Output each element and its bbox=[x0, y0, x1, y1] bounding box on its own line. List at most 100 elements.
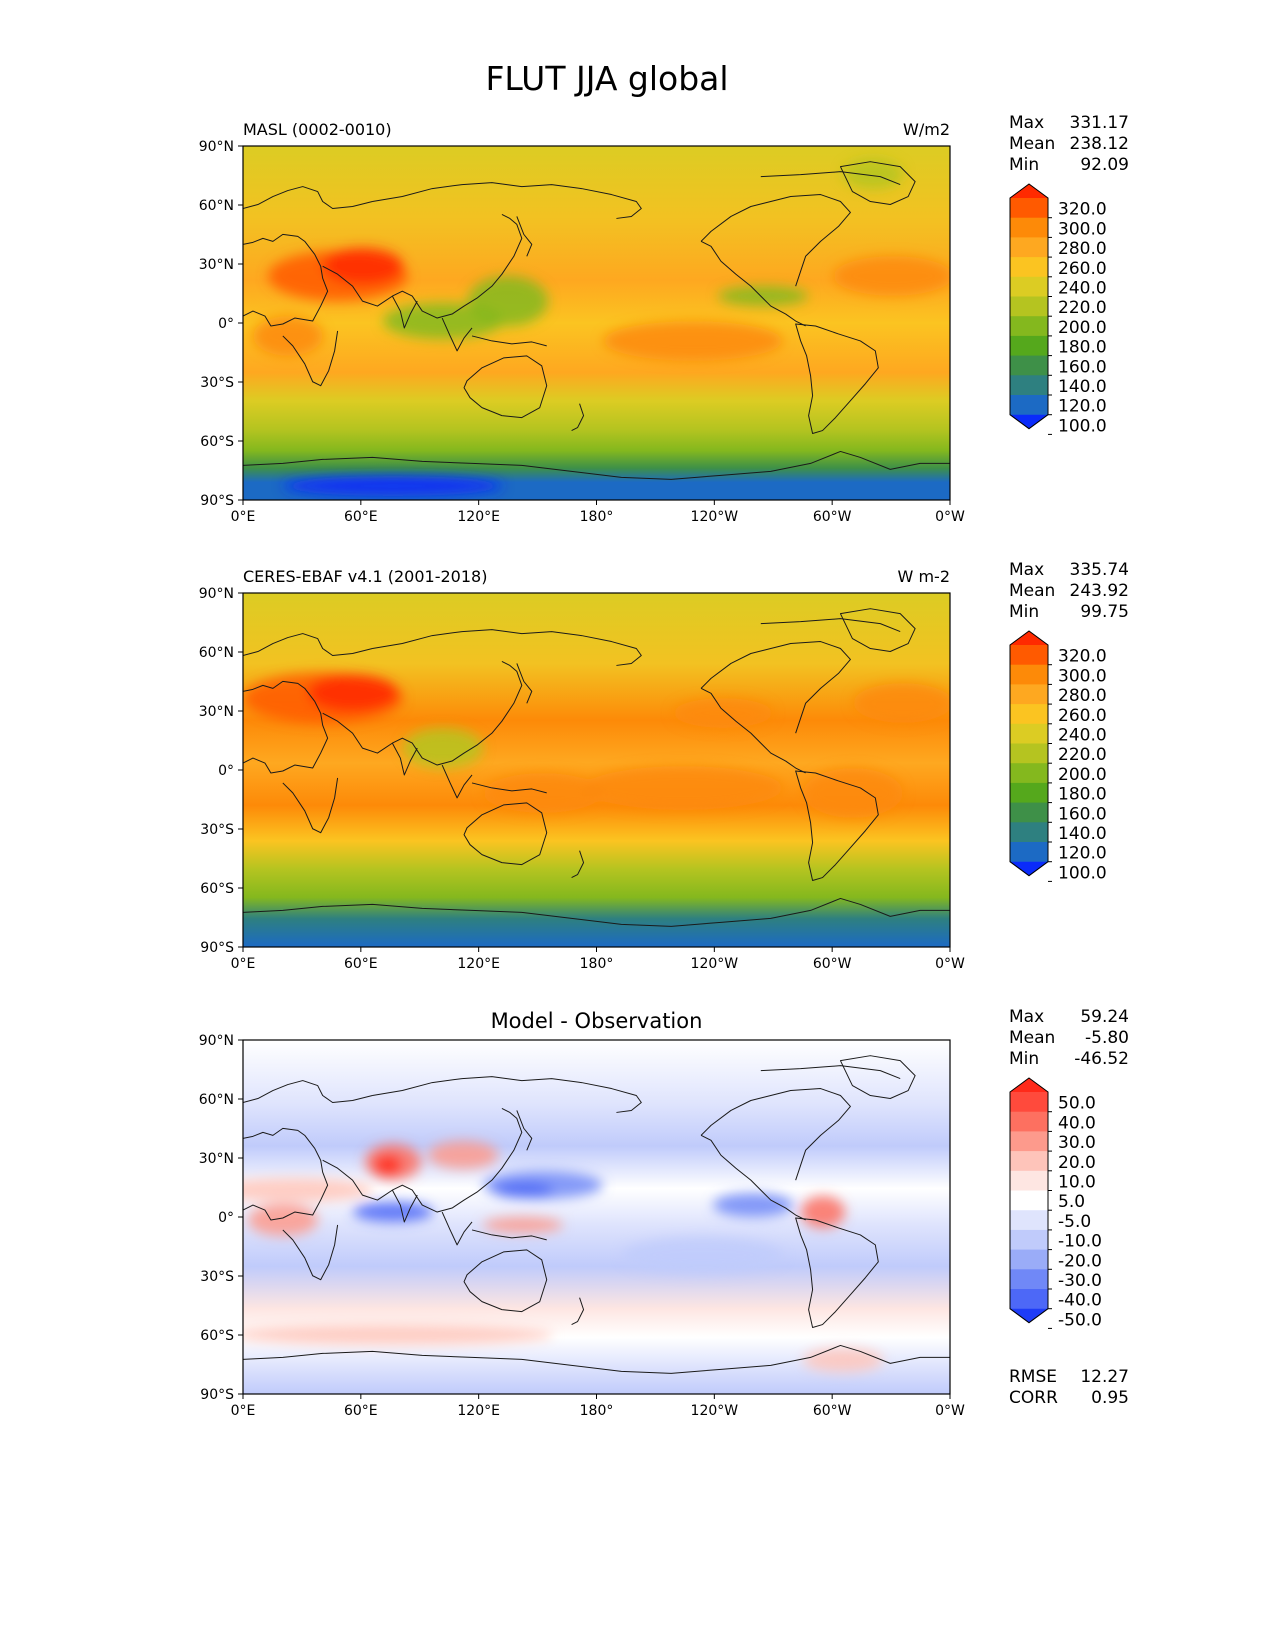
colorbar-label: -40.0 bbox=[1058, 1291, 1102, 1311]
map-blob bbox=[283, 476, 503, 496]
lon-tick-label: 120°E bbox=[457, 509, 500, 525]
colorbar-box bbox=[1010, 1190, 1048, 1211]
map-blob bbox=[353, 1202, 433, 1222]
stat-label: Min bbox=[1009, 1049, 1039, 1069]
colorbar-box bbox=[1010, 822, 1048, 843]
map-blob bbox=[374, 1155, 402, 1175]
map-blob bbox=[253, 316, 323, 356]
colorbar-label: -30.0 bbox=[1058, 1271, 1102, 1291]
colorbar-box bbox=[1010, 684, 1048, 705]
colorbar-extend-top bbox=[1010, 184, 1048, 198]
colorbar-box bbox=[1010, 1210, 1048, 1231]
map-blob bbox=[673, 698, 773, 728]
colorbar-label: 100.0 bbox=[1058, 416, 1107, 436]
colorbar-label: 200.0 bbox=[1058, 318, 1107, 338]
colorbar-label: 120.0 bbox=[1058, 844, 1107, 864]
colorbar-label: 240.0 bbox=[1058, 726, 1107, 746]
lat-tick-label: 90°N bbox=[199, 1033, 234, 1049]
colorbar-label: 280.0 bbox=[1058, 239, 1107, 259]
lat-tick-label: 0° bbox=[218, 316, 234, 332]
lat-tick-label: 30°S bbox=[200, 375, 234, 391]
colorbar-box bbox=[1010, 1289, 1048, 1310]
lon-tick-label: 60°W bbox=[813, 1403, 852, 1419]
map-blob bbox=[803, 1348, 883, 1372]
lat-tick-label: 60°S bbox=[200, 1328, 234, 1344]
colorbar-label: 50.0 bbox=[1058, 1094, 1096, 1114]
colorbar-box bbox=[1010, 763, 1048, 784]
colorbar-box bbox=[1010, 723, 1048, 744]
colorbar-label: 160.0 bbox=[1058, 804, 1107, 824]
colorbar-label: -5.0 bbox=[1058, 1212, 1091, 1232]
colorbar-label: 140.0 bbox=[1058, 824, 1107, 844]
colorbar-label: 260.0 bbox=[1058, 259, 1107, 279]
map-blob bbox=[483, 773, 603, 813]
map-blob bbox=[468, 276, 548, 326]
stat-value: -5.80 bbox=[1085, 1028, 1129, 1048]
colorbar-box bbox=[1010, 1111, 1048, 1132]
colorbar-box bbox=[1010, 375, 1048, 396]
map-blob bbox=[323, 248, 403, 284]
lon-tick-label: 120°W bbox=[691, 1403, 739, 1419]
colorbar-label: 260.0 bbox=[1058, 706, 1107, 726]
colorbar-label: 120.0 bbox=[1058, 397, 1107, 417]
lon-tick-label: 60°W bbox=[813, 509, 852, 525]
lat-tick-label: 60°S bbox=[200, 881, 234, 897]
colorbar-extend-bottom bbox=[1010, 861, 1048, 876]
lon-tick-label: 60°E bbox=[344, 509, 378, 525]
stat-value: 99.75 bbox=[1080, 602, 1129, 622]
lon-tick-label: 120°E bbox=[457, 1403, 500, 1419]
colorbar-label: 300.0 bbox=[1058, 666, 1107, 686]
colorbar-label: 100.0 bbox=[1058, 863, 1107, 883]
colorbar-box bbox=[1010, 664, 1048, 685]
colorbar-label: 220.0 bbox=[1058, 298, 1107, 318]
map-blob bbox=[843, 159, 903, 189]
colorbar-label: 240.0 bbox=[1058, 279, 1107, 299]
map-blob bbox=[243, 1325, 553, 1345]
map-blob bbox=[483, 1217, 563, 1233]
colorbar-label: 320.0 bbox=[1058, 647, 1107, 667]
map-blob bbox=[243, 1178, 373, 1202]
colorbar-label: -20.0 bbox=[1058, 1251, 1102, 1271]
lat-tick-label: 60°N bbox=[199, 645, 234, 661]
map-blob bbox=[603, 321, 783, 361]
lon-tick-label: 120°E bbox=[457, 956, 500, 972]
colorbar-label: 280.0 bbox=[1058, 686, 1107, 706]
stat-value: 238.12 bbox=[1070, 134, 1129, 154]
colorbar-box bbox=[1010, 276, 1048, 297]
colorbar-box bbox=[1010, 704, 1048, 725]
map-anomalies bbox=[243, 1141, 883, 1372]
figure-title: FLUT JJA global bbox=[485, 59, 728, 98]
colorbar-box bbox=[1010, 316, 1048, 337]
colorbar-label: -50.0 bbox=[1058, 1310, 1102, 1330]
colorbar-label: 10.0 bbox=[1058, 1173, 1096, 1193]
colorbar-box bbox=[1010, 1151, 1048, 1172]
colorbar-label: 200.0 bbox=[1058, 765, 1107, 785]
map-field bbox=[243, 593, 950, 947]
lat-tick-label: 0° bbox=[218, 1210, 234, 1226]
lat-tick-label: 60°N bbox=[199, 198, 234, 214]
lon-tick-label: 60°E bbox=[344, 956, 378, 972]
colorbar-label: 140.0 bbox=[1058, 377, 1107, 397]
lat-tick-label: 30°N bbox=[199, 704, 234, 720]
lat-tick-label: 90°S bbox=[200, 940, 234, 956]
map-blob bbox=[853, 683, 950, 723]
lat-tick-label: 30°N bbox=[199, 1151, 234, 1167]
lon-tick-label: 180° bbox=[580, 956, 614, 972]
map-blob bbox=[833, 256, 950, 296]
lon-tick-label: 0°W bbox=[935, 956, 965, 972]
colorbar-box bbox=[1010, 842, 1048, 863]
stat-label: CORR bbox=[1009, 1388, 1058, 1408]
map-blob bbox=[713, 1193, 793, 1217]
lon-tick-label: 180° bbox=[580, 509, 614, 525]
stat-label: Max bbox=[1009, 113, 1044, 133]
lat-tick-label: 30°S bbox=[200, 822, 234, 838]
colorbar-box bbox=[1010, 335, 1048, 357]
map-blob bbox=[493, 1182, 553, 1198]
map-blob bbox=[801, 1196, 845, 1228]
lat-tick-label: 90°S bbox=[200, 1387, 234, 1403]
colorbar-box bbox=[1010, 1269, 1048, 1290]
colorbar-box bbox=[1010, 395, 1048, 416]
stat-value: 243.92 bbox=[1070, 581, 1129, 601]
stat-value: 0.95 bbox=[1091, 1388, 1129, 1408]
stat-value: 92.09 bbox=[1080, 155, 1129, 175]
